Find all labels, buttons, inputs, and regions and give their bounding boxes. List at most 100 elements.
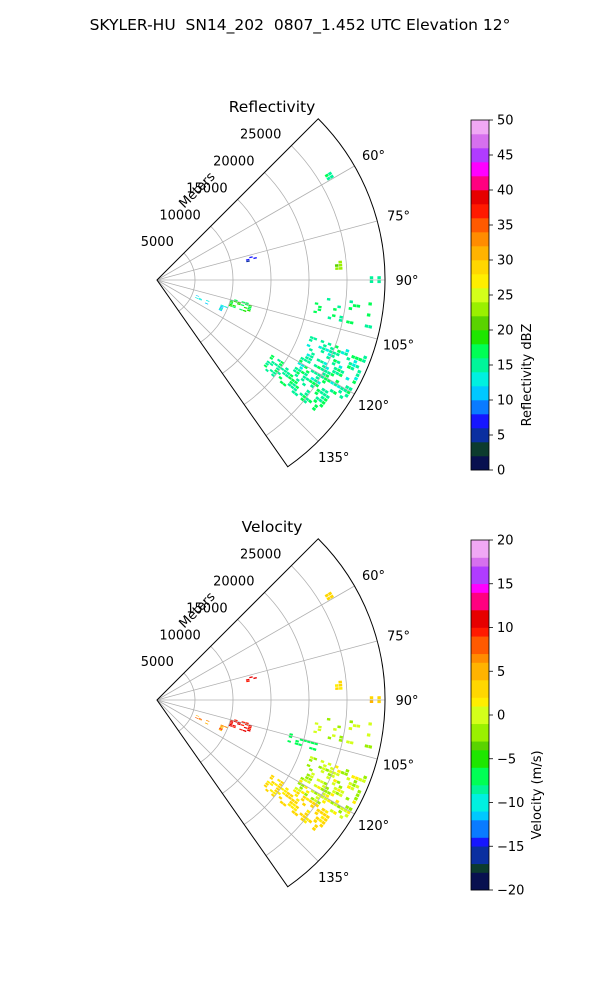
reflectivity-echo-gate bbox=[355, 373, 360, 378]
reflectivity-echo-gate bbox=[241, 301, 246, 304]
reflectivity-echo-gate bbox=[338, 373, 343, 378]
velocity-echo-gate bbox=[292, 789, 297, 793]
velocity-echo-gate bbox=[340, 770, 345, 775]
reflectivity-echo-gate bbox=[327, 316, 332, 320]
velocity-colorbar-tick-label: −5 bbox=[497, 752, 516, 767]
velocity-echo-gate bbox=[295, 798, 300, 802]
reflectivity-echo-gate bbox=[353, 359, 358, 364]
reflectivity-echo-gate bbox=[271, 360, 275, 365]
reflectivity-echo-gate bbox=[326, 176, 331, 181]
velocity-colorbar-segment bbox=[471, 820, 489, 838]
reflectivity-echo-gate bbox=[286, 371, 291, 376]
reflectivity-echo-gate bbox=[219, 307, 223, 311]
reflectivity-echo-gate bbox=[219, 306, 224, 309]
velocity-echo-gate bbox=[232, 724, 237, 727]
velocity-angle-tick-label: 90° bbox=[395, 694, 418, 709]
velocity-echo-gate bbox=[239, 728, 243, 731]
reflectivity-echo-gate bbox=[311, 352, 316, 356]
reflectivity-echo-gate bbox=[319, 403, 324, 408]
reflectivity-title: Reflectivity bbox=[229, 98, 316, 116]
velocity-echo-gate bbox=[333, 786, 338, 791]
reflectivity-echo-gate bbox=[302, 394, 307, 399]
velocity-echo-gate bbox=[198, 718, 202, 721]
reflectivity-colorbar-segment bbox=[471, 190, 489, 205]
reflectivity-echo-gate bbox=[305, 377, 310, 382]
reflectivity-echo-gate bbox=[314, 391, 319, 396]
reflectivity-echo-gate bbox=[324, 173, 329, 178]
velocity-echo-gate bbox=[303, 778, 308, 783]
reflectivity-echo-gate bbox=[242, 309, 247, 313]
reflectivity-echo-gate bbox=[247, 306, 252, 309]
velocity-echo-gate bbox=[335, 772, 340, 777]
reflectivity-colorbar-tick-label: 45 bbox=[497, 149, 514, 164]
velocity-echo-gate bbox=[277, 785, 282, 789]
velocity-echo-gate bbox=[353, 779, 358, 784]
reflectivity-echo-gate bbox=[335, 267, 339, 270]
velocity-echo-gate bbox=[234, 719, 238, 722]
velocity-echo-gate bbox=[242, 729, 247, 733]
reflectivity-echo-gate bbox=[338, 260, 343, 264]
reflectivity-echo-gate bbox=[345, 348, 350, 353]
reflectivity-colorbar-tick-label: 40 bbox=[497, 184, 514, 199]
reflectivity-echo-gate bbox=[277, 365, 282, 369]
velocity-echo-gate bbox=[321, 807, 326, 812]
velocity-grid-spoke bbox=[156, 699, 319, 862]
reflectivity-echo-gate bbox=[368, 325, 373, 329]
velocity-echo-gate bbox=[274, 789, 279, 793]
reflectivity-echo-gate bbox=[290, 385, 295, 390]
velocity-radial-tick-label: 5000 bbox=[141, 655, 174, 670]
reflectivity-echo-gate bbox=[300, 377, 305, 382]
velocity-echo-gate bbox=[332, 778, 338, 783]
velocity-echo-gate bbox=[320, 769, 325, 774]
reflectivity-echo-gate bbox=[337, 305, 341, 309]
reflectivity-echo-gate bbox=[345, 376, 350, 381]
velocity-grid-spoke bbox=[156, 699, 355, 815]
velocity-echo-gate bbox=[339, 814, 344, 820]
reflectivity-colorbar-tick-label: 5 bbox=[497, 429, 505, 444]
reflectivity-echo-gate bbox=[332, 390, 338, 396]
reflectivity-echo-gate bbox=[245, 302, 249, 305]
velocity-echo-gate bbox=[240, 724, 245, 727]
reflectivity-echo-gate bbox=[349, 321, 354, 325]
velocity-echo-gate bbox=[330, 792, 335, 797]
velocity-colorbar-segment bbox=[471, 750, 489, 768]
velocity-echo-gate bbox=[249, 676, 253, 679]
reflectivity-echo-gate bbox=[361, 359, 366, 364]
velocity-echo-gate bbox=[224, 725, 228, 729]
reflectivity-echo-gate bbox=[306, 360, 311, 364]
velocity-echo-gate bbox=[290, 805, 295, 810]
reflectivity-echo-gate bbox=[275, 367, 280, 371]
velocity-echo-gate bbox=[218, 728, 223, 732]
reflectivity-echo-gate bbox=[340, 370, 345, 375]
reflectivity-echo-gate bbox=[330, 380, 335, 385]
reflectivity-echo-gate bbox=[315, 396, 320, 401]
velocity-grid-spoke bbox=[156, 585, 355, 701]
velocity-echo-gate bbox=[354, 776, 359, 781]
reflectivity-echo-gate bbox=[306, 343, 311, 348]
velocity-echo-gate bbox=[271, 780, 275, 785]
reflectivity-echo-gate bbox=[311, 406, 317, 412]
reflectivity-echo-gate bbox=[333, 382, 338, 387]
velocity-echo-gate bbox=[325, 768, 330, 772]
reflectivity-echo-gate bbox=[246, 309, 251, 312]
reflectivity-echo-gate bbox=[377, 280, 381, 284]
reflectivity-echo-gate bbox=[377, 276, 381, 280]
velocity-echo-gate bbox=[313, 791, 318, 796]
velocity-echo-gate bbox=[302, 795, 307, 800]
reflectivity-echo-gate bbox=[293, 380, 299, 385]
velocity-echo-gate bbox=[198, 717, 203, 720]
velocity-echo-gate bbox=[297, 788, 302, 793]
reflectivity-echo-gate bbox=[329, 346, 334, 351]
velocity-echo-gate bbox=[318, 818, 323, 823]
velocity-echo-gate bbox=[369, 700, 374, 703]
velocity-echo-gate bbox=[313, 730, 317, 734]
reflectivity-echo-gate bbox=[327, 171, 333, 176]
reflectivity-echo-gate bbox=[346, 320, 350, 324]
reflectivity-echo-gate bbox=[308, 357, 313, 362]
reflectivity-echo-gate bbox=[303, 365, 309, 370]
velocity-angle-tick-label: 120° bbox=[358, 819, 389, 834]
reflectivity-echo-gate bbox=[228, 304, 233, 307]
velocity-echo-gate bbox=[356, 724, 361, 728]
velocity-echo-gate bbox=[300, 817, 305, 822]
velocity-colorbar-tick-label: 15 bbox=[497, 577, 514, 592]
